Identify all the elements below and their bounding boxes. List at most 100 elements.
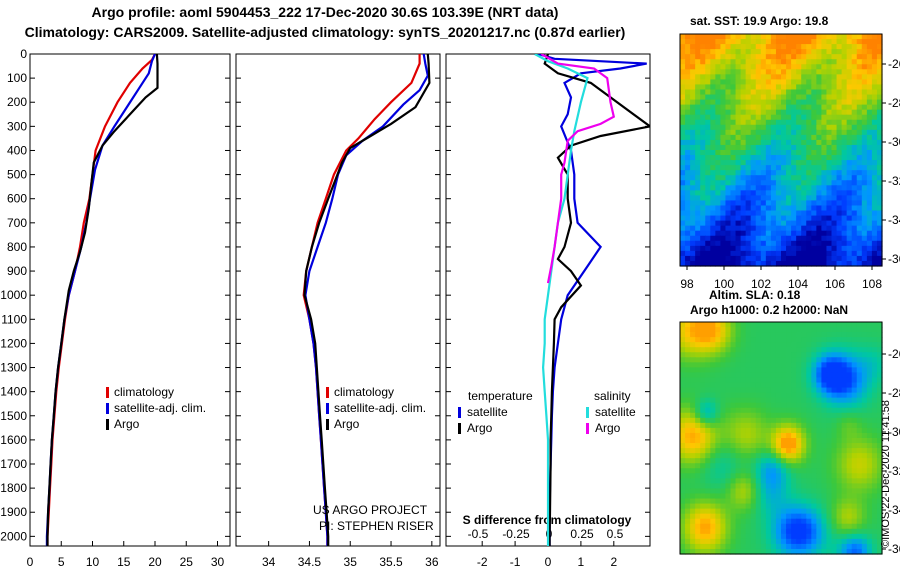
sst-cell [695,74,701,80]
sst-cell [786,99,792,106]
sst-cell [781,150,787,156]
sla-cell [705,483,711,490]
sst-cell [821,200,828,207]
sla-cell [680,538,686,545]
sst-cell [705,129,711,136]
temperature-profile-series-satellite-adj-clim- [45,54,157,546]
sla-cell [725,508,732,515]
sst-cell [770,84,777,91]
sst-cell [735,44,742,50]
sst-cell [770,94,777,101]
sst-cell [866,44,873,50]
sst-cell [750,69,757,75]
sla-cell [826,352,833,358]
sst-cell [821,99,828,106]
sla-cell [695,518,701,525]
sla-cell [861,478,868,484]
sla-cell [690,402,696,409]
sst-cell [866,99,873,106]
sla-cell [710,412,716,419]
sst-cell [690,220,696,227]
sst-cell [836,165,843,171]
sla-cell [760,427,767,434]
sst-cell [786,144,792,151]
sla-cell [775,438,782,444]
sst-cell [685,69,691,75]
sst-cell [765,69,772,75]
sst-cell [816,260,822,267]
sst-cell [841,185,848,191]
sla-cell [866,518,873,525]
sst-cell [740,49,747,55]
sla-cell [826,422,833,429]
sst-cell [861,39,868,45]
sla-cell [755,493,762,500]
sst-cell [680,129,686,136]
sst-cell [811,235,817,242]
sla-cell [846,352,853,358]
sla-cell [685,488,691,495]
sst-cell [876,79,883,86]
sst-cell [775,255,782,262]
sla-cell [750,523,757,530]
sla-cell [725,438,732,444]
sst-cell [700,74,706,80]
sst-cell [770,109,777,116]
sla-cell [735,463,742,469]
sla-cell [851,548,858,555]
sst-cell [730,84,737,91]
sst-lon-tick-label: 108 [862,277,882,291]
sst-cell [801,180,807,186]
sst-cell [796,49,802,55]
sst-cell [750,245,757,252]
sst-cell [876,144,883,151]
sla-cell [685,498,691,505]
sla-cell [846,493,853,500]
sst-cell [725,205,732,212]
sla-cell [705,533,711,540]
sst-cell [760,205,767,212]
sst-cell [730,165,737,171]
sla-cell [871,352,878,358]
sla-cell [791,402,797,409]
sla-cell [861,443,868,449]
sst-cell [755,54,762,60]
sla-cell [816,427,822,434]
x-tick-label: 10 [86,555,100,569]
sst-cell [791,190,797,196]
sla-cell [750,458,757,464]
sst-cell [831,94,838,101]
temperature-profile-series-argo [46,54,159,546]
sla-cell [871,458,878,464]
sla-cell [775,523,782,530]
sla-cell [831,468,838,474]
sla-cell [765,432,772,439]
sst-cell [710,79,716,86]
sla-cell [796,347,802,353]
sst-cell [750,84,757,91]
sla-cell [841,518,848,525]
sla-cell [796,488,802,495]
sst-cell [720,200,727,207]
sla-cell [781,352,787,358]
sla-cell [846,407,853,414]
sst-cell [770,210,777,217]
sst-cell [705,255,711,262]
sla-cell [715,513,721,520]
sla-cell [745,478,752,484]
sst-cell [871,175,878,181]
sst-cell [811,49,817,55]
sst-cell [725,245,732,252]
sst-cell [685,124,691,131]
sla-cell [755,387,762,394]
sst-cell [775,240,782,247]
sla-cell [745,443,752,449]
sla-cell [871,322,878,328]
sst-cell [725,200,732,207]
sla-cell [856,548,863,555]
sst-cell [775,144,782,151]
sst-cell [781,155,787,161]
sla-cell [796,332,802,338]
sst-cell [816,69,822,75]
sst-cell [791,255,797,262]
